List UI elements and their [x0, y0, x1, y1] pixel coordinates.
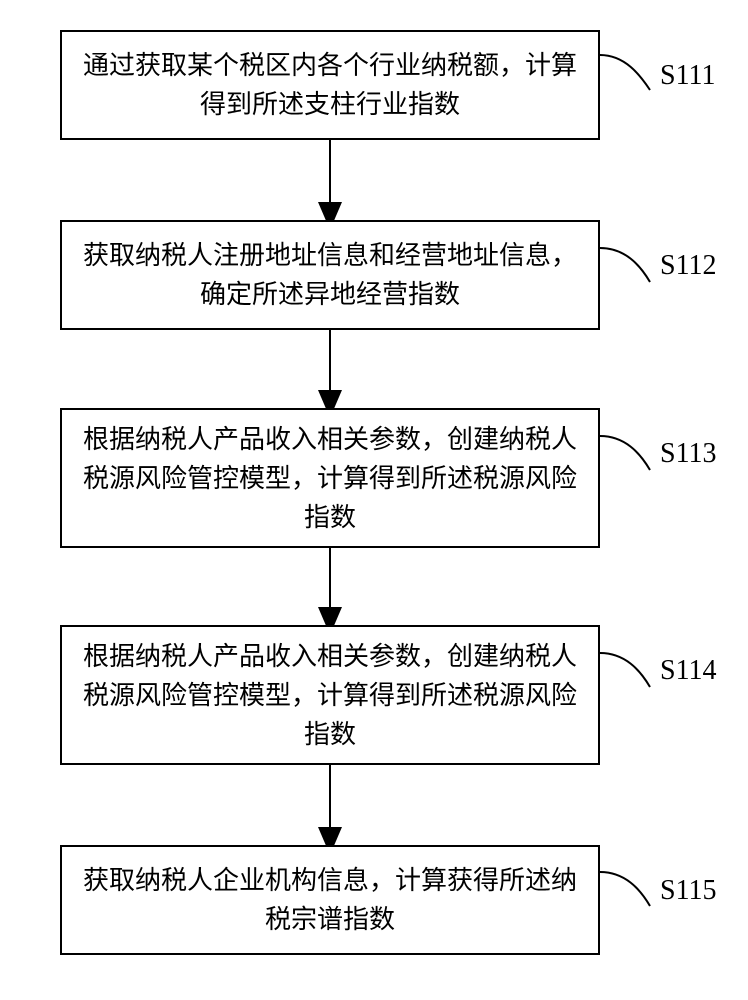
step-id-label: S112	[660, 250, 717, 282]
flow-step-box: 根据纳税人产品收入相关参数，创建纳税人税源风险管控模型，计算得到所述税源风险指数	[60, 408, 600, 548]
step-connector	[600, 248, 650, 282]
step-connector	[600, 55, 650, 90]
flow-step-box: 获取纳税人企业机构信息，计算获得所述纳税宗谱指数	[60, 845, 600, 955]
flow-step-text: 获取纳税人企业机构信息，计算获得所述纳税宗谱指数	[82, 861, 578, 939]
step-id-label: S114	[660, 655, 717, 687]
step-id-label: S113	[660, 438, 717, 470]
step-connector	[600, 653, 650, 687]
step-connector	[600, 436, 650, 470]
step-id-label: S111	[660, 60, 716, 92]
flow-step-text: 通过获取某个税区内各个行业纳税额，计算得到所述支柱行业指数	[82, 46, 578, 124]
flow-step-box: 根据纳税人产品收入相关参数，创建纳税人税源风险管控模型，计算得到所述税源风险指数	[60, 625, 600, 765]
flow-step-text: 获取纳税人注册地址信息和经营地址信息，确定所述异地经营指数	[82, 236, 578, 314]
flow-step-text: 根据纳税人产品收入相关参数，创建纳税人税源风险管控模型，计算得到所述税源风险指数	[82, 637, 578, 754]
step-id-label: S115	[660, 875, 717, 907]
flow-step-text: 根据纳税人产品收入相关参数，创建纳税人税源风险管控模型，计算得到所述税源风险指数	[82, 420, 578, 537]
step-connector	[600, 872, 650, 906]
flow-step-box: 通过获取某个税区内各个行业纳税额，计算得到所述支柱行业指数	[60, 30, 600, 140]
flow-step-box: 获取纳税人注册地址信息和经营地址信息，确定所述异地经营指数	[60, 220, 600, 330]
